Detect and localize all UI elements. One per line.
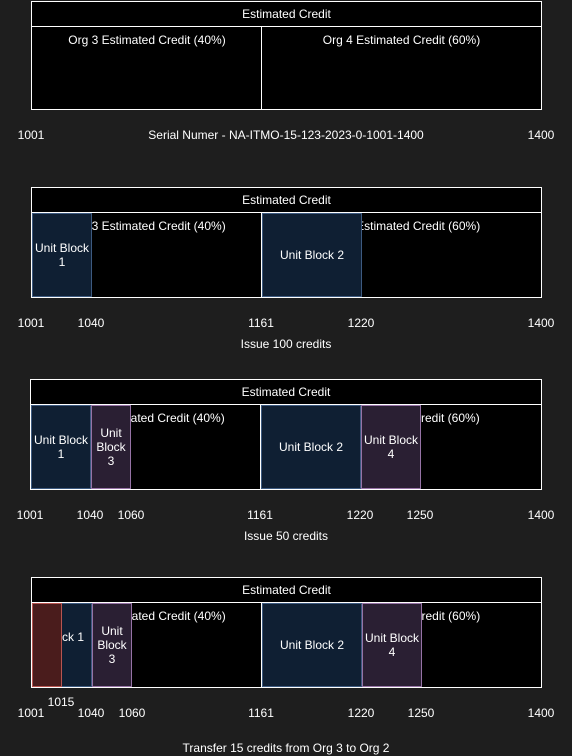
- credit-frame-1: Estimated Credit Org 3 Estimated Credit …: [31, 1, 542, 110]
- org3-section: Org 3 Estimated Credit (40%): [32, 27, 262, 109]
- tick-1001: 1001: [16, 508, 44, 522]
- credit-frame-3: Estimated Credit Org 3 Estimated Credit …: [30, 379, 542, 490]
- tick-1040: 1040: [77, 316, 105, 330]
- tick-1161: 1161: [247, 508, 273, 522]
- unit-block-4-label: Unit Block 4: [363, 433, 419, 461]
- unit-block-1-label: Unit Block 1: [34, 241, 90, 269]
- unit-block-2: Unit Block 2: [262, 603, 362, 687]
- org4-section: Org 4 Estimated Credit (60%): [262, 213, 541, 297]
- estimated-credit-header: Estimated Credit: [32, 188, 541, 213]
- estimated-credit-header: Estimated Credit: [32, 2, 541, 27]
- serial-number-label: Serial Numer - NA-ITMO-15-123-2023-0-100…: [148, 128, 424, 142]
- tick-1040: 1040: [76, 508, 104, 522]
- tick-1161: 1161: [248, 706, 274, 720]
- tick-1220: 1220: [347, 706, 375, 720]
- section-divider: [260, 405, 261, 489]
- org3-section: Org 3 Estimated Credit (40%): [32, 213, 262, 297]
- credit-frame-2: Estimated Credit Org 3 Estimated Credit …: [31, 187, 542, 298]
- org4-section: Org 4 Estimated Credit (60%): [262, 27, 541, 109]
- section-divider: [261, 213, 262, 297]
- credit-frame-4: Estimated Credit Org 3 Estimated Credit …: [31, 577, 542, 688]
- unit-block-2-label: Unit Block 2: [279, 248, 345, 262]
- org4-label: Org 4 Estimated Credit (60%): [322, 219, 481, 233]
- caption-issue-100: Issue 100 credits: [240, 337, 332, 351]
- unit-block-3: Unit Block 3: [91, 405, 131, 489]
- unit-block-1-label: Unit Block 1: [33, 433, 89, 461]
- tick-1250: 1250: [407, 706, 435, 720]
- tick-1001: 1001: [17, 128, 45, 142]
- org3-label: Org 3 Estimated Credit (40%): [68, 33, 226, 47]
- tick-1015: 1015: [47, 695, 75, 709]
- tick-1400: 1400: [527, 316, 555, 330]
- unit-block-4: Unit Block 4: [361, 405, 421, 489]
- unit-block-1: Unit Block 1: [31, 405, 91, 489]
- unit-block-2-label: Unit Block 2: [279, 638, 345, 652]
- tick-1400: 1400: [527, 508, 555, 522]
- tick-1060: 1060: [118, 706, 146, 720]
- caption-issue-50: Issue 50 credits: [243, 529, 329, 543]
- unit-block-2-label: Unit Block 2: [278, 440, 344, 454]
- estimated-credit-header: Estimated Credit: [31, 380, 541, 405]
- tick-1001: 1001: [17, 706, 45, 720]
- tick-1250: 1250: [406, 508, 434, 522]
- tick-1161: 1161: [248, 316, 274, 330]
- tick-1220: 1220: [347, 316, 375, 330]
- tick-1400: 1400: [527, 706, 555, 720]
- section-divider: [261, 603, 262, 687]
- caption-transfer-15: Transfer 15 credits from Org 3 to Org 2: [182, 741, 390, 755]
- org4-label: Org 4 Estimated Credit (60%): [322, 33, 481, 47]
- unit-block-4: Unit Block 4: [362, 603, 422, 687]
- tick-1001: 1001: [17, 316, 45, 330]
- tick-1060: 1060: [117, 508, 145, 522]
- unit-block-2: Unit Block 2: [261, 405, 361, 489]
- org3-label: Org 3 Estimated Credit (40%): [68, 219, 226, 233]
- section-divider: [261, 27, 262, 109]
- unit-block-3-label: Unit Block 3: [96, 426, 126, 468]
- transferred-block: [32, 603, 62, 687]
- estimated-credit-header: Estimated Credit: [32, 578, 541, 603]
- tick-1400: 1400: [527, 128, 555, 142]
- unit-block-3: Unit Block 3: [92, 603, 132, 687]
- tick-1220: 1220: [346, 508, 374, 522]
- unit-block-2: Unit Block 2: [262, 213, 362, 297]
- unit-block-4-label: Unit Block 4: [364, 631, 420, 659]
- unit-block-1: Unit Block 1: [32, 213, 92, 297]
- tick-1040: 1040: [77, 706, 105, 720]
- unit-block-3-label: Unit Block 3: [97, 624, 127, 666]
